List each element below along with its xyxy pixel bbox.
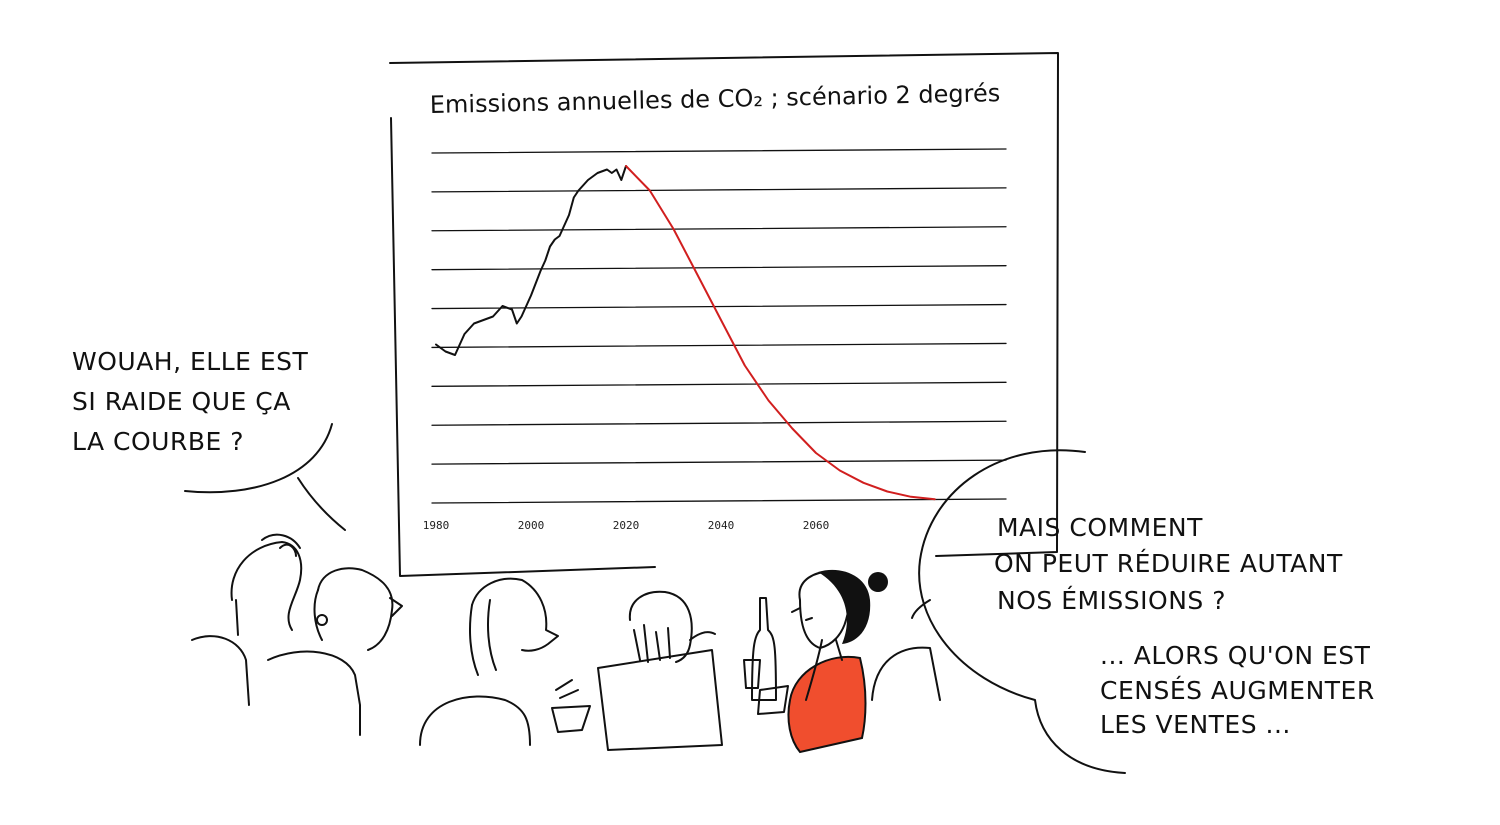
bubble-right-line-1: MAIS COMMENT (997, 513, 1203, 542)
bottle (751, 597, 777, 701)
audience-person-5-hair (818, 569, 871, 644)
audience-person-5-face (798, 570, 851, 649)
grid-line (431, 148, 1007, 154)
grid-line (431, 226, 1007, 232)
projection-screen (389, 52, 1059, 577)
bubble-right-line-3: NOS ÉMISSIONS ? (997, 586, 1226, 615)
audience-illustration (191, 533, 941, 754)
hair-bun (868, 572, 888, 592)
audience-person-1 (230, 541, 303, 631)
grid-line (431, 459, 1007, 465)
audience-person-3 (471, 577, 559, 652)
x-tick-label: 2000 (518, 519, 545, 532)
emissions-chart: 1980 2000 2020 2040 2060 (423, 148, 1007, 532)
x-tick-label: 2020 (613, 519, 640, 532)
bubble-right-line-2: ON PEUT RÉDUIRE AUTANT (994, 549, 1343, 578)
speech-bubble-left: WOUAH, ELLE EST SI RAIDE QUE ÇA LA COURB… (72, 347, 346, 531)
bubble-right-line-6: LES VENTES ... (1100, 710, 1291, 739)
bubble-right-line-4: ... ALORS QU'ON EST (1100, 641, 1371, 670)
x-tick-label: 1980 (423, 519, 450, 532)
bubble-right-line-5: CENSÉS AUGMENTER (1100, 676, 1375, 705)
audience-person-2 (317, 567, 394, 651)
grid-line (431, 342, 1007, 349)
speech-bubble-right: MAIS COMMENT ON PEUT RÉDUIRE AUTANT NOS … (911, 449, 1375, 774)
historical-emissions-line (435, 165, 627, 356)
grid-line (431, 498, 1007, 504)
x-tick-label: 2060 (803, 519, 830, 532)
seat-back-2 (267, 650, 361, 736)
audience-person-5-sweater (787, 655, 867, 754)
bubble-left-line-2: SI RAIDE QUE ÇA (72, 387, 291, 416)
bubble-left-line-1: WOUAH, ELLE EST (72, 347, 309, 376)
seat-back-1 (191, 635, 250, 706)
audience-person-4 (628, 590, 693, 663)
seat-back-4 (597, 649, 723, 751)
x-tick-label: 2040 (708, 519, 735, 532)
grid-line (431, 381, 1007, 387)
glass (743, 659, 761, 689)
grid-line (431, 265, 1007, 271)
grid-line (431, 303, 1007, 310)
bubble-left-line-3: LA COURBE ? (72, 427, 244, 456)
slide-title: Emissions annuelles de CO₂ ; scénario 2 … (430, 79, 1001, 119)
two-degree-scenario-line (625, 165, 936, 501)
paper-note (757, 685, 789, 715)
grid-line (431, 420, 1007, 426)
grid-line (431, 187, 1007, 193)
seat-back-3 (419, 695, 531, 746)
seat-back-5 (871, 646, 941, 701)
